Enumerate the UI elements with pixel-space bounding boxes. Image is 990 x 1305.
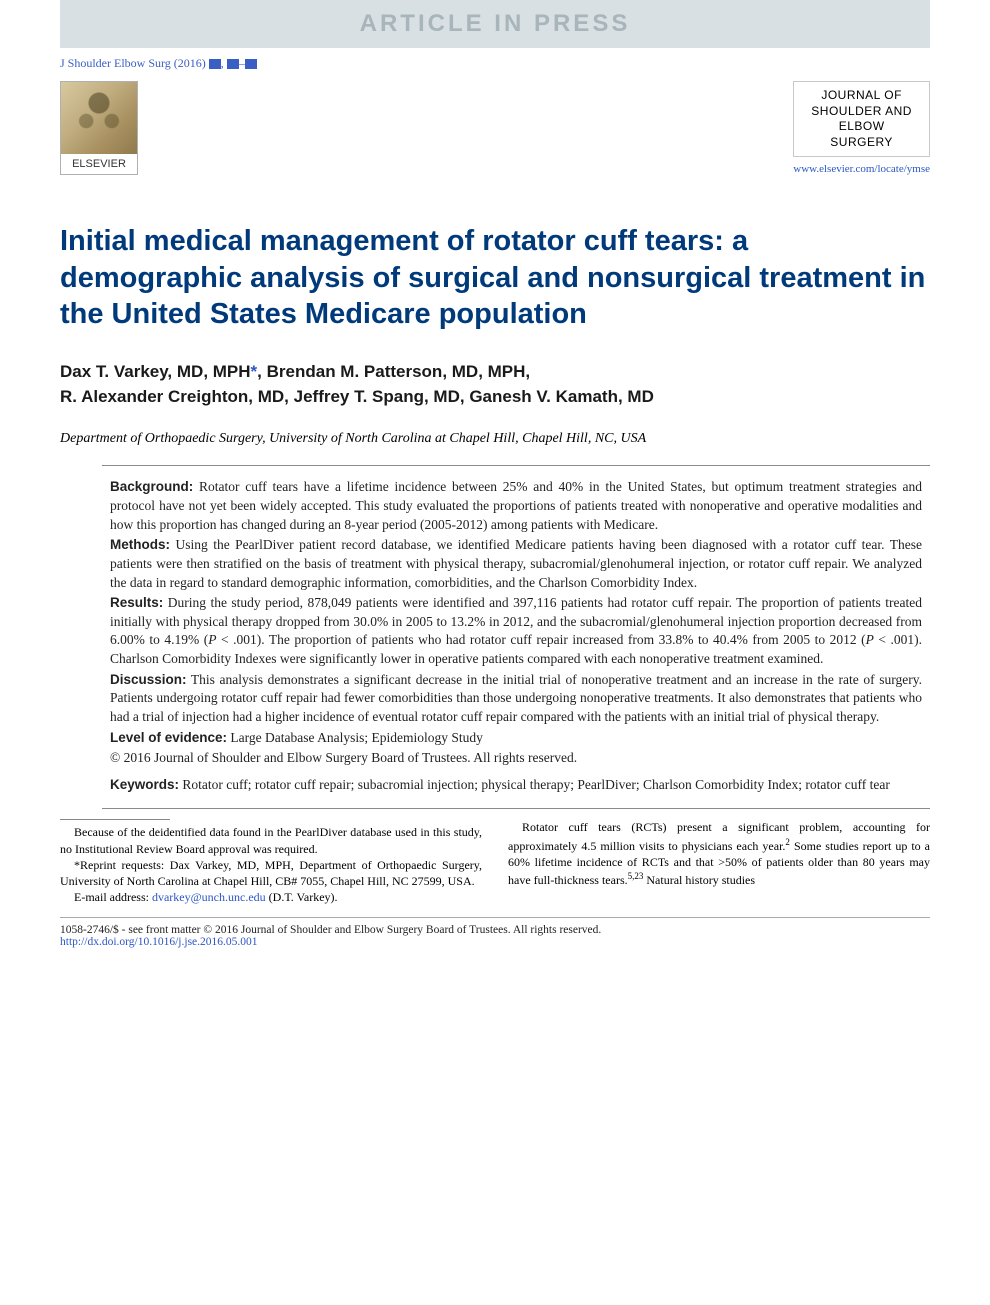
email-label: E-mail address:: [74, 890, 152, 904]
journal-logo-line: SURGERY: [804, 135, 919, 151]
abstract-discussion: This analysis demonstrates a significant…: [110, 672, 922, 724]
abstract-background-label: Background:: [110, 479, 193, 494]
journal-website-link[interactable]: www.elsevier.com/locate/ymse: [793, 163, 930, 175]
abstract-level-label: Level of evidence:: [110, 730, 227, 745]
author-list: Dax T. Varkey, MD, MPH*, Brendan M. Patt…: [60, 360, 930, 409]
copyright-footer: 1058-2746/$ - see front matter © 2016 Jo…: [60, 917, 930, 948]
journal-logo-line: SHOULDER AND: [804, 104, 919, 120]
abstract-background: Rotator cuff tears have a lifetime incid…: [110, 479, 922, 531]
intro-text: Natural history studies: [643, 873, 755, 887]
journal-logo-line: JOURNAL OF: [804, 88, 919, 104]
article-title: Initial medical management of rotator cu…: [60, 223, 930, 332]
abstract-copyright: © 2016 Journal of Shoulder and Elbow Sur…: [110, 749, 922, 768]
p-value-symbol: P: [866, 632, 874, 647]
journal-logo-line: ELBOW: [804, 119, 919, 135]
elsevier-tree-icon: [61, 82, 137, 154]
author: R. Alexander Creighton, MD, Jeffrey T. S…: [60, 387, 654, 406]
placeholder-block-icon: [245, 59, 257, 69]
intro-paragraph: Rotator cuff tears (RCTs) present a sign…: [508, 819, 930, 888]
citation-ref[interactable]: 5,23: [628, 871, 644, 881]
p-value-symbol: P: [208, 632, 216, 647]
abstract-box: Background: Rotator cuff tears have a li…: [102, 465, 930, 809]
abstract-methods: Using the PearlDiver patient record data…: [110, 537, 922, 589]
abstract-keywords: Rotator cuff; rotator cuff repair; subac…: [179, 777, 890, 792]
first-page-footer: Because of the deidentified data found i…: [60, 819, 930, 905]
abstract-discussion-label: Discussion:: [110, 672, 187, 687]
doi-link[interactable]: http://dx.doi.org/10.1016/j.jse.2016.05.…: [60, 936, 258, 948]
citation-text: J Shoulder Elbow Surg (2016): [60, 56, 209, 70]
placeholder-block-icon: [227, 59, 239, 69]
author: Dax T. Varkey, MD, MPH: [60, 362, 251, 381]
affiliation: Department of Orthopaedic Surgery, Unive…: [60, 431, 930, 447]
article-in-press-banner: ARTICLE IN PRESS: [60, 0, 930, 48]
reprint-footnote: *Reprint requests: Dax Varkey, MD, MPH, …: [60, 857, 482, 889]
irb-footnote: Because of the deidentified data found i…: [60, 824, 482, 856]
footnote-separator: [60, 819, 170, 820]
abstract-level: Large Database Analysis; Epidemiology St…: [227, 730, 483, 745]
elsevier-logo: ELSEVIER: [60, 81, 138, 175]
front-matter-line: 1058-2746/$ - see front matter © 2016 Jo…: [60, 924, 930, 936]
abstract-keywords-label: Keywords:: [110, 777, 179, 792]
email-suffix: (D.T. Varkey).: [266, 890, 338, 904]
author: , Brendan M. Patterson, MD, MPH,: [257, 362, 530, 381]
placeholder-block-icon: [209, 59, 221, 69]
journal-logo: JOURNAL OF SHOULDER AND ELBOW SURGERY: [793, 81, 930, 157]
journal-citation: J Shoulder Elbow Surg (2016) , –: [60, 56, 257, 71]
abstract-methods-label: Methods:: [110, 537, 170, 552]
abstract-results-label: Results:: [110, 595, 163, 610]
elsevier-label: ELSEVIER: [61, 154, 137, 174]
corresponding-email-link[interactable]: dvarkey@unch.unc.edu: [152, 890, 266, 904]
abstract-results: < .001). The proportion of patients who …: [217, 632, 866, 647]
